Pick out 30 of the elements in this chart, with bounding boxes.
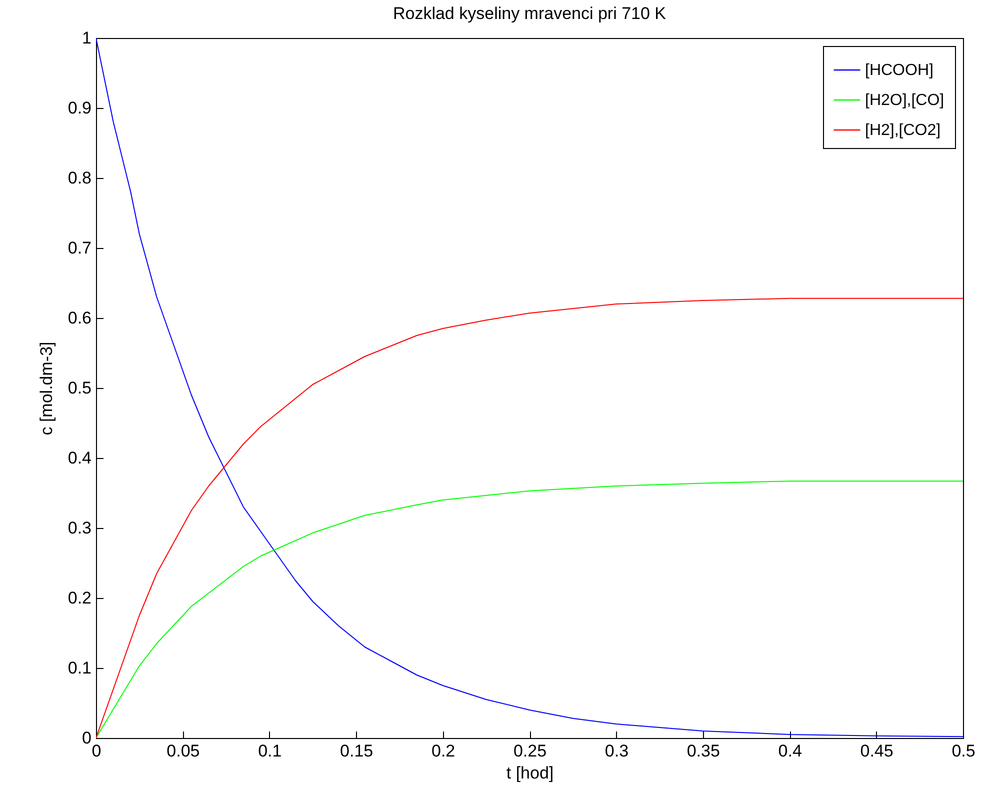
chart-title: Rozklad kyseliny mravenci pri 710 K	[392, 4, 667, 23]
y-axis-title: c [mol.dm-3]	[36, 342, 56, 436]
y-tick-label: 0	[82, 728, 92, 748]
line-series	[96, 298, 963, 738]
line-series	[96, 480, 963, 738]
legend-label: [H2],[CO2]	[865, 122, 941, 139]
y-tick-label: 0.1	[68, 658, 92, 678]
y-tick-label: 1	[82, 28, 92, 48]
x-tick-label: 0.4	[778, 742, 802, 760]
x-tick-label: 0.45	[860, 742, 894, 760]
y-tick-label: 0.9	[68, 98, 92, 118]
y-tick-label: 0.8	[68, 168, 92, 188]
x-tick-label: 0.5	[952, 742, 976, 760]
x-tick-label: 0.2	[431, 742, 456, 760]
x-tick-label: 0.3	[604, 742, 629, 760]
y-tick-label: 0.4	[68, 448, 92, 468]
x-axis-title: t [hod]	[506, 764, 554, 782]
x-tick-label: 0.15	[340, 742, 374, 760]
legend-label: [H2O],[CO]	[865, 92, 944, 109]
legend-label: [HCOOH]	[865, 62, 934, 79]
x-tick-label: 0.35	[686, 742, 720, 760]
x-tick-label: 0.1	[258, 742, 282, 760]
y-tick-label: 0.5	[68, 378, 92, 398]
line-series	[96, 38, 963, 738]
y-tick-label: 0.3	[68, 518, 92, 538]
x-tick-label: 0.25	[513, 742, 547, 760]
y-tick-label: 0.7	[68, 238, 92, 258]
y-tick-label: 0.2	[68, 588, 92, 608]
y-tick-label: 0.6	[68, 308, 92, 328]
x-tick-label: 0.05	[166, 742, 200, 760]
